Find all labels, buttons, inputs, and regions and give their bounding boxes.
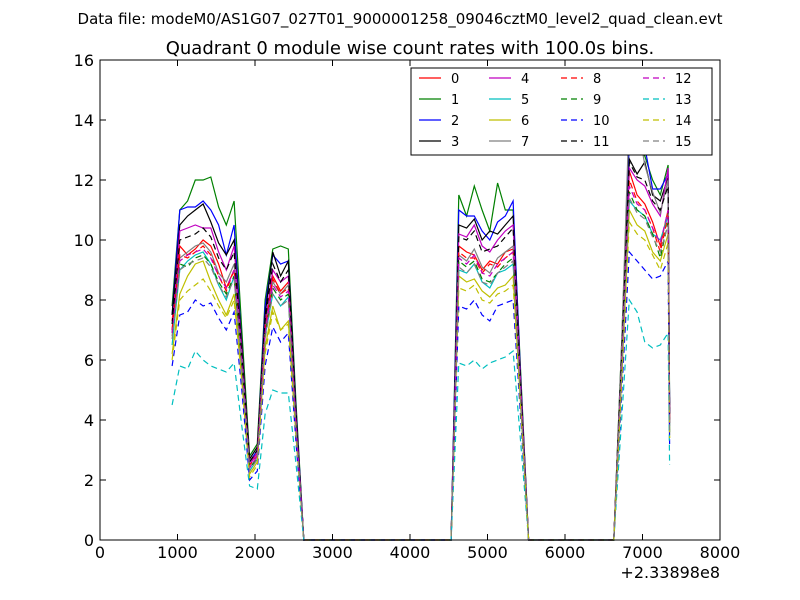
x-tick-label: 6000 [545, 543, 586, 562]
legend-label-1: 1 [451, 93, 459, 108]
x-tick-label: 2000 [235, 543, 276, 562]
y-tick-label: 2 [84, 471, 94, 490]
legend-label-2: 2 [451, 114, 459, 129]
figure-suptitle: Data file: modeM0/AS1G07_027T01_90000012… [78, 10, 723, 29]
legend-label-12: 12 [675, 72, 692, 87]
y-tick-label: 12 [74, 171, 94, 190]
y-tick-label: 8 [84, 291, 94, 310]
x-tick-label: 1000 [157, 543, 198, 562]
legend-label-4: 4 [521, 72, 529, 87]
y-tick-label: 10 [74, 231, 94, 250]
x-tick-label: 7000 [622, 543, 663, 562]
x-tick-label: 8000 [700, 543, 741, 562]
legend-label-3: 3 [451, 135, 459, 150]
legend-label-11: 11 [593, 135, 610, 150]
legend-label-0: 0 [451, 72, 459, 87]
x-tick-label: 5000 [467, 543, 508, 562]
legend-label-6: 6 [521, 114, 529, 129]
legend-label-9: 9 [593, 93, 601, 108]
y-tick-label: 0 [84, 531, 94, 550]
series-14-line [171, 220, 671, 541]
legend-label-14: 14 [675, 114, 692, 129]
y-tick-label: 6 [84, 351, 94, 370]
ticks-group: 0 1000 2000 3000 4000 5000 6000 7000 80000246810… [74, 51, 741, 562]
y-tick-label: 4 [84, 411, 94, 430]
x-tick-label: 0 [95, 543, 105, 562]
legend-label-8: 8 [593, 72, 601, 87]
x-offset-label: +2.33898e8 [620, 563, 720, 582]
legend-label-13: 13 [675, 93, 692, 108]
y-tick-label: 14 [74, 111, 94, 130]
y-tick-label: 16 [74, 51, 94, 70]
legend-label-5: 5 [521, 93, 529, 108]
x-tick-label: 3000 [312, 543, 353, 562]
legend-label-10: 10 [593, 114, 610, 129]
legend-label-7: 7 [521, 135, 529, 150]
chart-title: Quadrant 0 module wise count rates with … [166, 38, 655, 59]
plot-area: 0 1000 2000 3000 4000 5000 6000 7000 80000246810… [74, 51, 741, 562]
legend-label-15: 15 [675, 135, 692, 150]
x-tick-label: 4000 [390, 543, 431, 562]
